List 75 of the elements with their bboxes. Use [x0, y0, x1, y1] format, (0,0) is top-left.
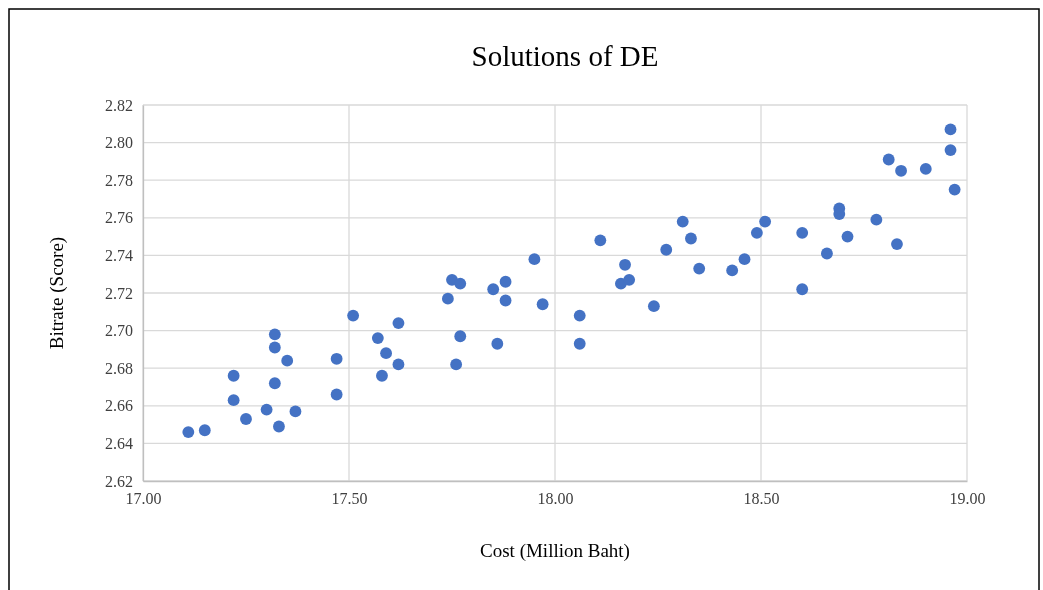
point: [198, 424, 211, 437]
point: [371, 332, 384, 345]
point: [491, 337, 504, 350]
point: [376, 369, 388, 382]
point: [268, 341, 281, 354]
point: [441, 292, 454, 305]
x-tick-label: 17.00: [125, 490, 162, 508]
point: [882, 153, 895, 166]
point: [726, 264, 739, 277]
point: [738, 253, 751, 266]
point: [273, 420, 285, 433]
point: [536, 298, 549, 311]
point: [281, 354, 294, 367]
y-tick-label: 2.82: [105, 96, 133, 114]
point: [380, 347, 392, 360]
point: [750, 226, 763, 239]
point: [647, 300, 660, 313]
point: [330, 388, 343, 401]
point: [841, 230, 854, 243]
point: [821, 247, 833, 260]
y-tick-label: 2.66: [105, 397, 133, 415]
point: [528, 253, 541, 266]
point: [619, 258, 631, 271]
point: [450, 358, 463, 371]
point: [392, 317, 405, 329]
y-tick-label: 2.74: [105, 247, 133, 265]
x-axis-title: Cost (Million Baht): [480, 540, 630, 562]
point: [268, 377, 281, 390]
point: [759, 215, 772, 228]
point: [347, 309, 360, 322]
x-tick-label: 19.00: [949, 490, 986, 508]
point: [796, 226, 809, 239]
point: [944, 123, 957, 136]
point: [796, 283, 809, 296]
point: [260, 403, 273, 416]
point: [454, 330, 467, 343]
x-tick-label: 18.00: [537, 490, 574, 508]
point: [594, 234, 607, 247]
point: [573, 337, 586, 350]
point: [660, 243, 673, 256]
point: [268, 328, 281, 341]
point: [392, 358, 405, 371]
chart-title: Solutions of DE: [471, 40, 659, 72]
point: [870, 213, 883, 226]
point: [573, 309, 586, 322]
y-tick-label: 2.76: [105, 209, 133, 227]
y-axis-title: Bitrate (Score): [46, 236, 68, 350]
y-tick-label: 2.68: [105, 359, 133, 377]
point: [919, 163, 932, 175]
y-tick-label: 2.62: [105, 472, 133, 490]
point: [454, 277, 467, 290]
point: [227, 394, 240, 407]
point: [623, 273, 636, 286]
point: [693, 262, 706, 275]
x-tick-label: 18.50: [743, 490, 780, 508]
x-tick-label: 17.50: [331, 490, 368, 508]
point: [499, 294, 512, 307]
y-tick-label: 2.70: [105, 322, 133, 340]
point: [948, 183, 961, 196]
point: [182, 426, 195, 439]
point: [685, 232, 697, 245]
point: [891, 238, 903, 251]
point: [487, 283, 500, 296]
y-tick-label: 2.72: [105, 284, 133, 302]
point: [289, 405, 302, 418]
y-tick-label: 2.80: [105, 134, 133, 152]
y-tick-label: 2.78: [105, 171, 133, 189]
y-tick-label: 2.64: [105, 435, 133, 453]
point: [330, 352, 343, 365]
point: [240, 413, 252, 425]
point: [944, 144, 957, 157]
point: [499, 275, 512, 288]
point: [227, 369, 240, 382]
point: [676, 215, 689, 228]
point: [895, 164, 907, 177]
